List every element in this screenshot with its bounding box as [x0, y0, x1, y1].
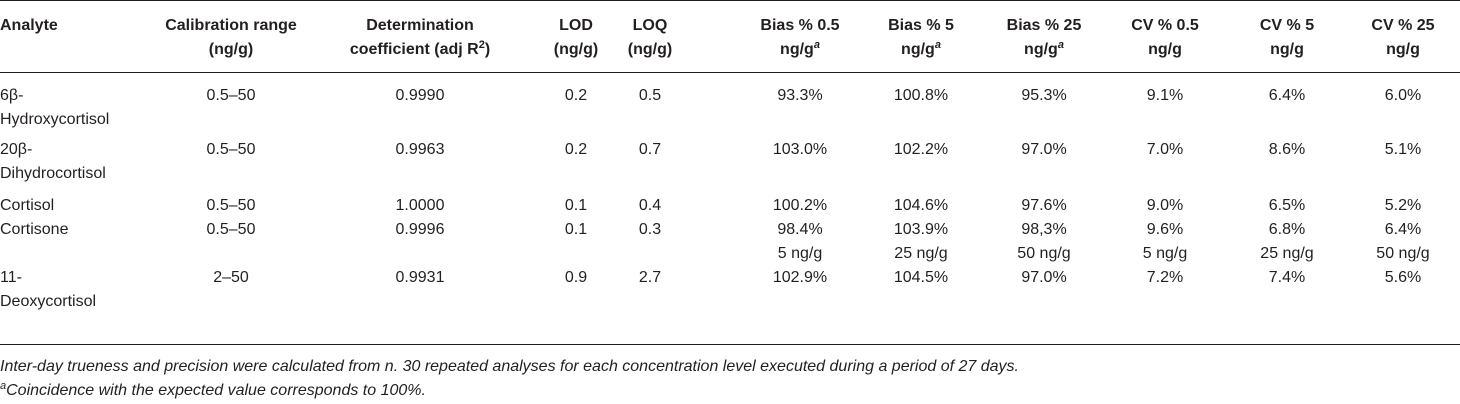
cell-bias25: 50 ng/g	[1017, 245, 1071, 262]
cell-determination: 0.9996	[395, 221, 445, 238]
header-bias-5: Bias % 5 ng/ga	[888, 17, 954, 58]
cell-cv05: 9.0%	[1146, 197, 1184, 214]
cell-loq: 2.7	[638, 269, 662, 286]
cell-lod: 0.2	[564, 87, 588, 104]
cell-cv25: 6.0%	[1384, 87, 1422, 104]
footnote-a: aCoincidence with the expected value cor…	[0, 380, 426, 400]
cell-bias25: 95.3%	[1021, 87, 1067, 104]
cell-bias25: 97.0%	[1021, 269, 1067, 286]
cell-determination: 0.9963	[395, 141, 445, 158]
cell-cv25: 6.4%	[1384, 221, 1422, 238]
analyte-line: 20β-	[0, 141, 33, 158]
cell-lod: 0.2	[564, 141, 588, 158]
header-cv-5: CV % 5 ng/g	[1259, 17, 1315, 58]
header-determination-coefficient: Determination coefficient (adj R2)	[349, 17, 491, 58]
cell-bias05: 98.4%	[777, 221, 823, 238]
cell-calibration: 0.5–50	[206, 141, 256, 158]
cell-loq: 0.4	[638, 197, 662, 214]
cell-analyte: Cortisol	[0, 194, 54, 218]
analyte-line: Deoxycortisol	[0, 293, 97, 310]
analyte-line: Cortisol	[0, 197, 55, 214]
cell-loq: 0.7	[638, 141, 662, 158]
cell-cv05: 7.2%	[1146, 269, 1184, 286]
analyte-line: 11-	[0, 269, 22, 286]
analyte-line: Cortisone	[0, 221, 69, 238]
analyte-line: Dihydrocortisol	[0, 165, 106, 182]
cell-bias05: 103.0%	[772, 141, 828, 158]
cell-bias5: 104.5%	[893, 269, 949, 286]
cell-calibration: 0.5–50	[206, 197, 256, 214]
cell-calibration: 0.5–50	[206, 221, 256, 238]
cell-bias5: 25 ng/g	[894, 245, 948, 262]
cell-determination: 1.0000	[395, 197, 445, 214]
header-bias-0-5: Bias % 0.5 ng/ga	[760, 17, 840, 58]
cell-bias5: 104.6%	[893, 197, 949, 214]
cell-calibration: 0.5–50	[206, 87, 256, 104]
cell-cv25: 5.6%	[1384, 269, 1422, 286]
cell-cv25: 50 ng/g	[1376, 245, 1430, 262]
cell-analyte: 11- Deoxycortisol	[0, 266, 96, 314]
cell-analyte: Cortisone	[0, 218, 68, 242]
cell-cv05: 9.1%	[1146, 87, 1184, 104]
cell-bias05: 93.3%	[777, 87, 823, 104]
cell-bias05: 102.9%	[772, 269, 828, 286]
cell-bias25: 97.0%	[1021, 141, 1067, 158]
cell-determination: 0.9990	[395, 87, 445, 104]
cell-bias5: 103.9%	[893, 221, 949, 238]
cell-lod: 0.9	[564, 269, 588, 286]
cell-bias5: 102.2%	[893, 141, 949, 158]
cell-cv5: 25 ng/g	[1260, 245, 1314, 262]
cell-cv5: 6.5%	[1268, 197, 1306, 214]
cell-lod: 0.1	[564, 197, 588, 214]
cell-bias25: 98,3%	[1021, 221, 1067, 238]
cell-bias25: 97.6%	[1021, 197, 1067, 214]
cell-cv05: 9.6%	[1146, 221, 1184, 238]
cell-cv25: 5.2%	[1384, 197, 1422, 214]
header-calibration-range: Calibration range (ng/g)	[165, 17, 297, 58]
header-analyte: Analyte	[0, 17, 58, 34]
cell-calibration: 2–50	[213, 269, 249, 286]
cell-loq: 0.5	[638, 87, 662, 104]
cell-determination: 0.9931	[395, 269, 445, 286]
footnote-inter-day: Inter-day trueness and precision were ca…	[0, 358, 1019, 375]
cell-cv25: 5.1%	[1384, 141, 1422, 158]
header-loq: LOQ (ng/g)	[627, 17, 673, 58]
cell-analyte: 20β- Dihydrocortisol	[0, 138, 106, 186]
cell-cv05: 5 ng/g	[1142, 245, 1188, 262]
header-cv-25: CV % 25 ng/g	[1371, 17, 1435, 58]
analyte-line: 6β-	[0, 87, 24, 104]
header-lod: LOD (ng/g)	[553, 17, 599, 58]
table-top-rule	[0, 0, 1460, 1]
header-rule	[0, 72, 1460, 73]
cell-bias05: 100.2%	[772, 197, 828, 214]
cell-cv5: 7.4%	[1268, 269, 1306, 286]
cell-cv5: 6.4%	[1268, 87, 1306, 104]
cell-cv05: 7.0%	[1146, 141, 1184, 158]
table-bottom-rule	[0, 344, 1460, 345]
cell-bias5: 100.8%	[893, 87, 949, 104]
cell-cv5: 8.6%	[1268, 141, 1306, 158]
cell-lod: 0.1	[564, 221, 588, 238]
cell-loq: 0.3	[638, 221, 662, 238]
header-bias-25: Bias % 25 ng/ga	[1006, 17, 1082, 58]
cell-analyte: 6β- Hydroxycortisol	[0, 84, 109, 132]
header-cv-0-5: CV % 0.5 ng/g	[1131, 17, 1199, 58]
cell-cv5: 6.8%	[1268, 221, 1306, 238]
cell-bias05: 5 ng/g	[777, 245, 823, 262]
analyte-line: Hydroxycortisol	[0, 111, 110, 128]
